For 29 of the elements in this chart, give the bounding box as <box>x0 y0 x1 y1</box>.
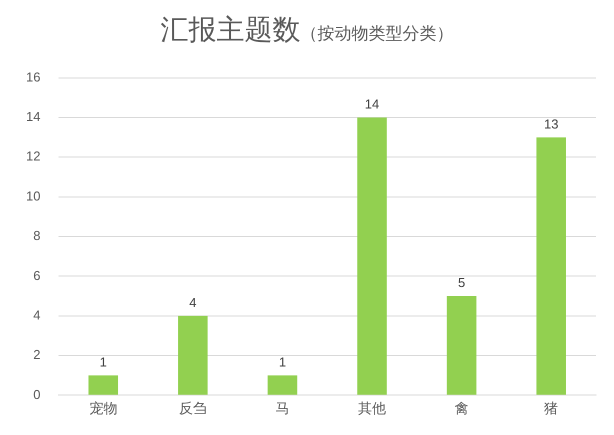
x-tick-label: 猪 <box>544 401 558 418</box>
x-tick-label: 其他 <box>358 401 386 418</box>
data-label: 4 <box>189 294 196 310</box>
bar <box>88 375 118 395</box>
bar <box>268 375 298 395</box>
y-tick-label: 6 <box>33 268 40 283</box>
chart-title: 汇报主题数 <box>160 13 300 46</box>
y-tick-label: 12 <box>26 148 40 164</box>
bar <box>536 137 566 395</box>
y-tick-label: 0 <box>33 386 40 402</box>
bar <box>446 296 476 395</box>
y-tick-label: 14 <box>26 109 40 124</box>
bar <box>357 117 387 395</box>
data-label: 14 <box>364 96 380 112</box>
y-tick-label: 2 <box>33 347 40 362</box>
x-tick-label: 反刍 <box>178 401 207 418</box>
data-label: 1 <box>100 354 107 370</box>
y-tick-label: 4 <box>33 307 40 322</box>
x-tick-label: 禽 <box>454 401 469 418</box>
y-tick-label: 16 <box>26 69 40 84</box>
chart-subtitle: （按动物类型分类） <box>300 24 454 44</box>
y-tick-label: 10 <box>26 188 40 204</box>
x-tick-label: 马 <box>275 401 290 418</box>
data-label: 1 <box>278 354 286 370</box>
data-label: 5 <box>458 275 466 290</box>
data-label: 13 <box>544 116 558 132</box>
bar <box>178 316 208 395</box>
y-tick-label: 8 <box>33 228 40 244</box>
x-tick-label: 宠物 <box>89 401 118 418</box>
